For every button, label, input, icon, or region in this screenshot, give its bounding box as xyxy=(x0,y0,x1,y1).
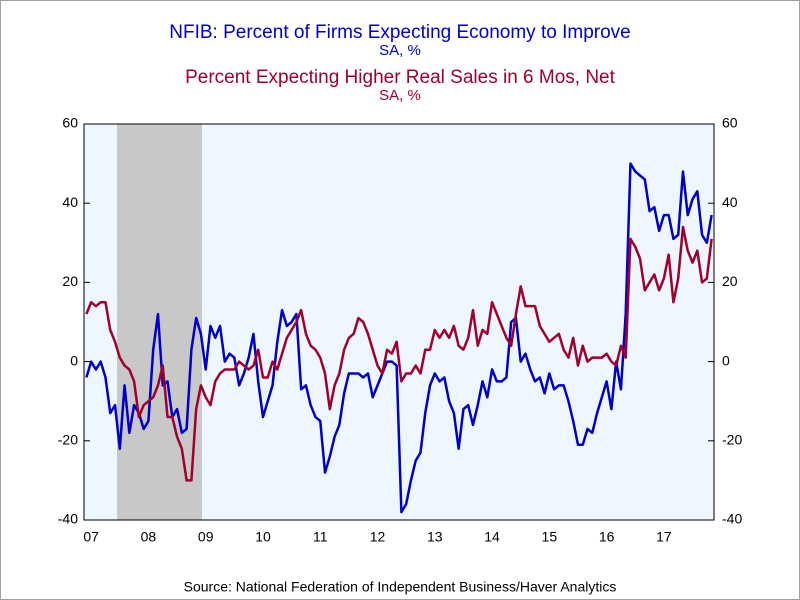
y2-tick-label: 20 xyxy=(722,273,738,289)
y2-tick-label: 60 xyxy=(722,115,738,131)
units: SA, % xyxy=(379,42,421,59)
y2-tick-label: -40 xyxy=(722,511,742,527)
x-tick-label: 10 xyxy=(255,529,271,545)
chart-title: Percent Expecting Higher Real Sales in 6… xyxy=(185,67,616,88)
y2-tick-label: 40 xyxy=(722,194,738,210)
x-tick-label: 09 xyxy=(198,529,214,545)
source: Source: National Federation of Independe… xyxy=(184,579,617,595)
y-tick-label: 40 xyxy=(62,194,78,210)
x-tick-label: 08 xyxy=(141,529,157,545)
x-tick-label: 13 xyxy=(427,529,443,545)
x-tick-label: 14 xyxy=(484,529,500,545)
plot: -40 -20 0 20 40 60 -40 -20 0 20 40 60 07 08 09 10 11 12 13… xyxy=(58,115,743,545)
y2-tick-label: -20 xyxy=(722,432,742,448)
x-tick-label: 15 xyxy=(542,529,558,545)
y-tick-label: 60 xyxy=(62,115,78,131)
x-tick-label: 11 xyxy=(313,529,328,545)
x-tick-label: 16 xyxy=(599,529,615,545)
y-tick-label: -40 xyxy=(58,511,78,527)
x-tick-label: 17 xyxy=(656,529,672,545)
units: SA, % xyxy=(379,87,421,104)
y-tick-label: 0 xyxy=(70,352,78,368)
y-tick-label: -20 xyxy=(58,432,78,448)
x-tick-label: 07 xyxy=(83,529,99,545)
y2-tick-label: 0 xyxy=(722,352,730,368)
series-line xyxy=(85,162,713,514)
plot-border xyxy=(83,123,715,521)
x-tick-label: 12 xyxy=(370,529,386,545)
chart-title: NFIB: Percent of Firms Expecting Economy… xyxy=(169,22,630,43)
y-tick-label: 20 xyxy=(62,273,78,289)
series-line xyxy=(85,225,713,482)
